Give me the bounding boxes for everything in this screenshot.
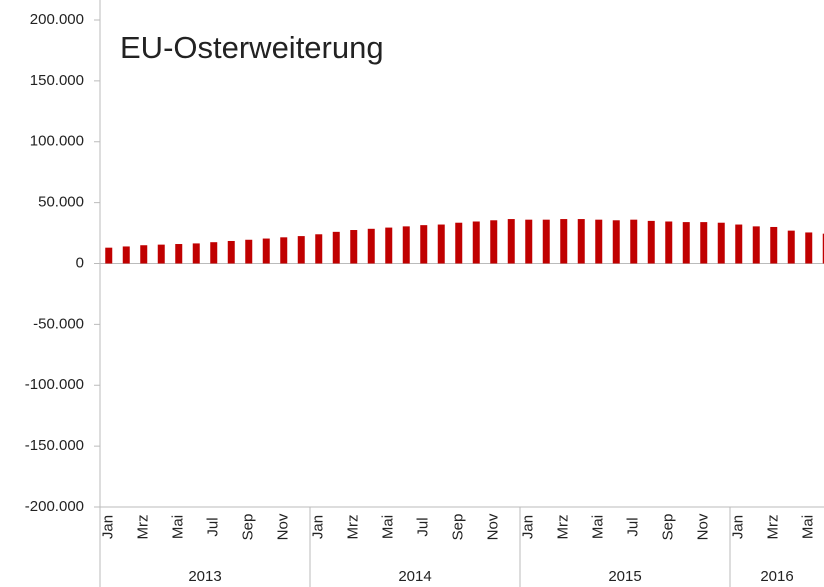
bar bbox=[297, 236, 305, 264]
bar bbox=[717, 222, 725, 264]
bar bbox=[105, 247, 113, 264]
x-tick-label: Nov bbox=[275, 513, 292, 540]
y-tick-label: -100.000 bbox=[25, 376, 84, 393]
group-label: 2014 bbox=[398, 568, 431, 585]
bar bbox=[437, 224, 445, 264]
bar bbox=[472, 221, 480, 264]
bar bbox=[665, 221, 673, 264]
x-tick-label: Jan bbox=[730, 515, 747, 539]
x-tick-label: Mai bbox=[800, 515, 817, 539]
y-tick-label: 200.000 bbox=[30, 11, 84, 28]
bar bbox=[402, 226, 410, 264]
y-tick-label: 100.000 bbox=[30, 133, 84, 150]
bar bbox=[367, 228, 375, 264]
chart-title: EU-Osterweiterung bbox=[120, 30, 384, 65]
x-tick-label: Nov bbox=[485, 513, 502, 540]
y-tick-label: -50.000 bbox=[33, 315, 84, 332]
y-tick-label: 50.000 bbox=[38, 194, 84, 211]
group-label: 2015 bbox=[608, 568, 641, 585]
bar bbox=[157, 244, 165, 264]
x-tick-label: Sep bbox=[450, 514, 467, 541]
y-tick-label: -200.000 bbox=[25, 498, 84, 515]
bar bbox=[227, 240, 235, 264]
bar bbox=[752, 226, 760, 264]
bar bbox=[577, 219, 585, 264]
x-tick-label: Mai bbox=[590, 515, 607, 539]
group-label: 2013 bbox=[188, 568, 221, 585]
x-tick-label: Mrz bbox=[345, 515, 362, 540]
x-tick-label: Jul bbox=[625, 517, 642, 536]
bar bbox=[385, 227, 393, 264]
bar bbox=[682, 222, 690, 264]
bar bbox=[490, 220, 498, 264]
bar bbox=[770, 226, 778, 264]
x-tick-label: Sep bbox=[660, 514, 677, 541]
x-tick-label: Jan bbox=[310, 515, 327, 539]
bar bbox=[192, 243, 200, 264]
x-tick-label: Mrz bbox=[765, 515, 782, 540]
bar bbox=[122, 246, 130, 264]
group-label: 2016 bbox=[760, 568, 793, 585]
bar bbox=[630, 219, 638, 264]
bar bbox=[507, 219, 515, 264]
bar bbox=[700, 222, 708, 264]
bar bbox=[245, 239, 253, 264]
bar bbox=[280, 237, 288, 264]
x-tick-label: Mrz bbox=[135, 515, 152, 540]
bar bbox=[595, 219, 603, 264]
bar bbox=[332, 231, 340, 264]
bar bbox=[787, 230, 795, 264]
x-tick-label: Mai bbox=[170, 515, 187, 539]
bar bbox=[210, 242, 218, 264]
bar bbox=[175, 244, 183, 264]
bar bbox=[350, 230, 358, 264]
x-tick-label: Sep bbox=[240, 514, 257, 541]
x-tick-label: Jul bbox=[415, 517, 432, 536]
bar bbox=[735, 224, 743, 264]
bar bbox=[647, 220, 655, 264]
bar bbox=[822, 233, 824, 264]
bar bbox=[315, 234, 323, 264]
bar bbox=[542, 219, 550, 264]
x-tick-label: Jan bbox=[100, 515, 117, 539]
y-tick-label: 150.000 bbox=[30, 72, 84, 89]
bar bbox=[455, 222, 463, 264]
x-tick-label: Nov bbox=[695, 513, 712, 540]
x-tick-label: Jan bbox=[520, 515, 537, 539]
y-tick-label: -150.000 bbox=[25, 437, 84, 454]
bar bbox=[140, 245, 148, 264]
bar bbox=[420, 225, 428, 264]
bar bbox=[805, 232, 813, 264]
bar bbox=[262, 238, 270, 264]
x-tick-label: Mrz bbox=[555, 515, 572, 540]
x-tick-label: Mai bbox=[380, 515, 397, 539]
x-tick-label: Jul bbox=[205, 517, 222, 536]
bar bbox=[525, 219, 533, 264]
y-tick-label: 0 bbox=[76, 254, 84, 271]
bar bbox=[612, 220, 620, 264]
bar bbox=[560, 219, 568, 264]
